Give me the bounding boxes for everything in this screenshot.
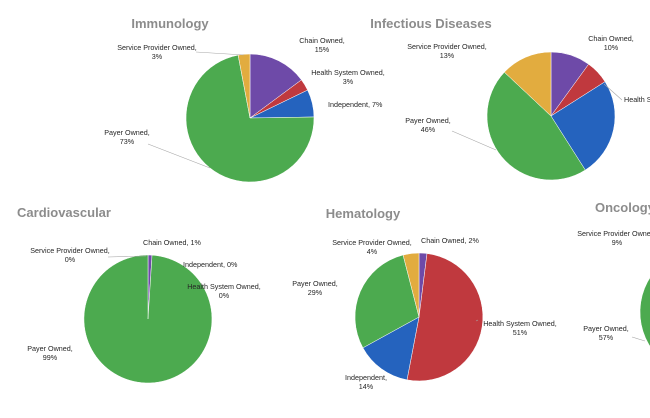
label-name: Service Provider Owned, [30, 246, 110, 255]
data-label-payer-owned: Payer Owned, 57% [583, 324, 629, 342]
chart-title-cardiovascular: Cardiovascular [17, 205, 111, 220]
label-value: 3% [343, 77, 354, 86]
data-label-health-system-owned: Health Sy [624, 95, 650, 104]
chart-title-infectious-diseases: Infectious Diseases [370, 16, 491, 31]
label-value: 29% [308, 288, 323, 297]
label-name: Service Provider Owned, [117, 43, 197, 52]
label-value: 51% [513, 328, 528, 337]
slice-chain-owned [249, 53, 302, 119]
slice-independent [550, 81, 616, 171]
label-value: 3% [152, 52, 163, 61]
slice-independent [362, 316, 420, 381]
pie-cardiovascular: Chain Owned, 1%Health System Owned, 0%Ind… [27, 238, 261, 384]
leader-line [147, 143, 211, 169]
label-name: Chain Owned, 1% [143, 238, 202, 247]
label-value: 0% [65, 255, 76, 264]
label-value: 73% [120, 137, 135, 146]
leader-line [107, 255, 147, 258]
label-name: Health System Owned, [187, 282, 261, 291]
label-name: Chain Owned, [299, 36, 345, 45]
pie-infectious-diseases: Chain Owned,10% Health Sy Payer Owned,46% S… [405, 34, 650, 181]
label-name: Chain Owned, 2% [421, 236, 480, 245]
data-label-independent: Independent, 0% [183, 260, 238, 269]
data-label-independent: Independent, 7% [328, 100, 383, 109]
slice-service-provider-owned [402, 252, 420, 318]
data-label-payer-owned: Payer Owned, 99% [27, 344, 73, 362]
label-name: Payer Owned, [104, 128, 150, 137]
data-label-independent: Independent, 14% [345, 373, 387, 391]
data-label-chain-owned: Chain Owned, 2% [421, 236, 480, 245]
label-name: Service Provider Owned, [577, 229, 650, 238]
data-label-health-system-owned: Health System Owned, 0% [187, 282, 261, 300]
slice-service-provider-owned [237, 53, 251, 119]
slice-health-system-owned [406, 253, 484, 382]
data-label-payer-owned: Payer Owned, 73% [104, 128, 150, 146]
label-name: Chain Owned, [588, 34, 634, 43]
label-name: Payer Owned, [583, 324, 629, 333]
label-value: 0% [219, 291, 230, 300]
data-label-payer-owned: Payer Owned, 29% [292, 279, 338, 297]
pie-oncology: Payer Owned, 57% Service Provider Owned, 9% [577, 229, 650, 347]
leader-line [451, 130, 497, 151]
leader-line [603, 83, 623, 101]
label-value: 13% [440, 51, 455, 60]
data-label-health-system-owned: Health System Owned, 3% [311, 68, 385, 86]
data-label-service-provider-owned: Service Provider Owned, 4% [332, 238, 412, 256]
data-label-service-provider-owned: Service Provider Owned, 9% [577, 229, 650, 247]
slice-payer-owned [486, 71, 586, 181]
label-name: Health System Owned, [483, 319, 557, 328]
data-label-service-provider-owned: Service Provider Owned, 0% [30, 246, 110, 264]
label-name: Payer Owned, [405, 116, 451, 125]
data-label-chain-owned: Chain Owned, 10% [588, 34, 634, 52]
leader-line [195, 51, 245, 56]
chart-title-immunology: Immunology [131, 16, 209, 31]
label-value: 57% [599, 333, 614, 342]
slice-payer-owned [354, 254, 420, 349]
label-name: Health Sy [624, 95, 650, 104]
label-name: Independent, 7% [328, 100, 383, 109]
data-label-payer-owned: Payer Owned, 46% [405, 116, 451, 134]
label-value: 15% [315, 45, 330, 54]
label-name: Independent, 0% [183, 260, 238, 269]
label-value: 4% [367, 247, 378, 256]
label-name: Service Provider Owned, [332, 238, 412, 247]
label-value: 9% [612, 238, 623, 247]
slice-payer-owned [639, 277, 650, 347]
label-name: Independent, [345, 373, 387, 382]
slice-payer-owned [83, 254, 213, 384]
data-label-health-system-owned: Health System Owned, 51% [483, 319, 557, 337]
chart-title-hematology: Hematology [326, 206, 401, 221]
chart-title-oncology: Oncology [595, 200, 650, 215]
label-value: 99% [43, 353, 58, 362]
data-label-chain-owned: Chain Owned, 15% [299, 36, 345, 54]
label-name: Payer Owned, [27, 344, 73, 353]
leader-line [631, 336, 646, 342]
label-value: 46% [421, 125, 436, 134]
pie-immunology: Chain Owned, 15%Health System Owned, 3%Ind… [104, 36, 385, 183]
label-value: 14% [359, 382, 374, 391]
data-label-service-provider-owned: Service Provider Owned, 3% [117, 43, 197, 61]
slice-service-provider-owned [503, 51, 552, 117]
pie-hematology: Chain Owned, 2% Health System Owned, 51% In… [292, 236, 557, 391]
label-value: 10% [604, 43, 619, 52]
leader-line [475, 319, 479, 322]
data-label-chain-owned: Chain Owned, 1% [143, 238, 202, 247]
label-name: Payer Owned, [292, 279, 338, 288]
data-label-service-provider-owned: Service Provider Owned, 13% [407, 42, 487, 60]
label-name: Health System Owned, [311, 68, 385, 77]
label-name: Service Provider Owned, [407, 42, 487, 51]
